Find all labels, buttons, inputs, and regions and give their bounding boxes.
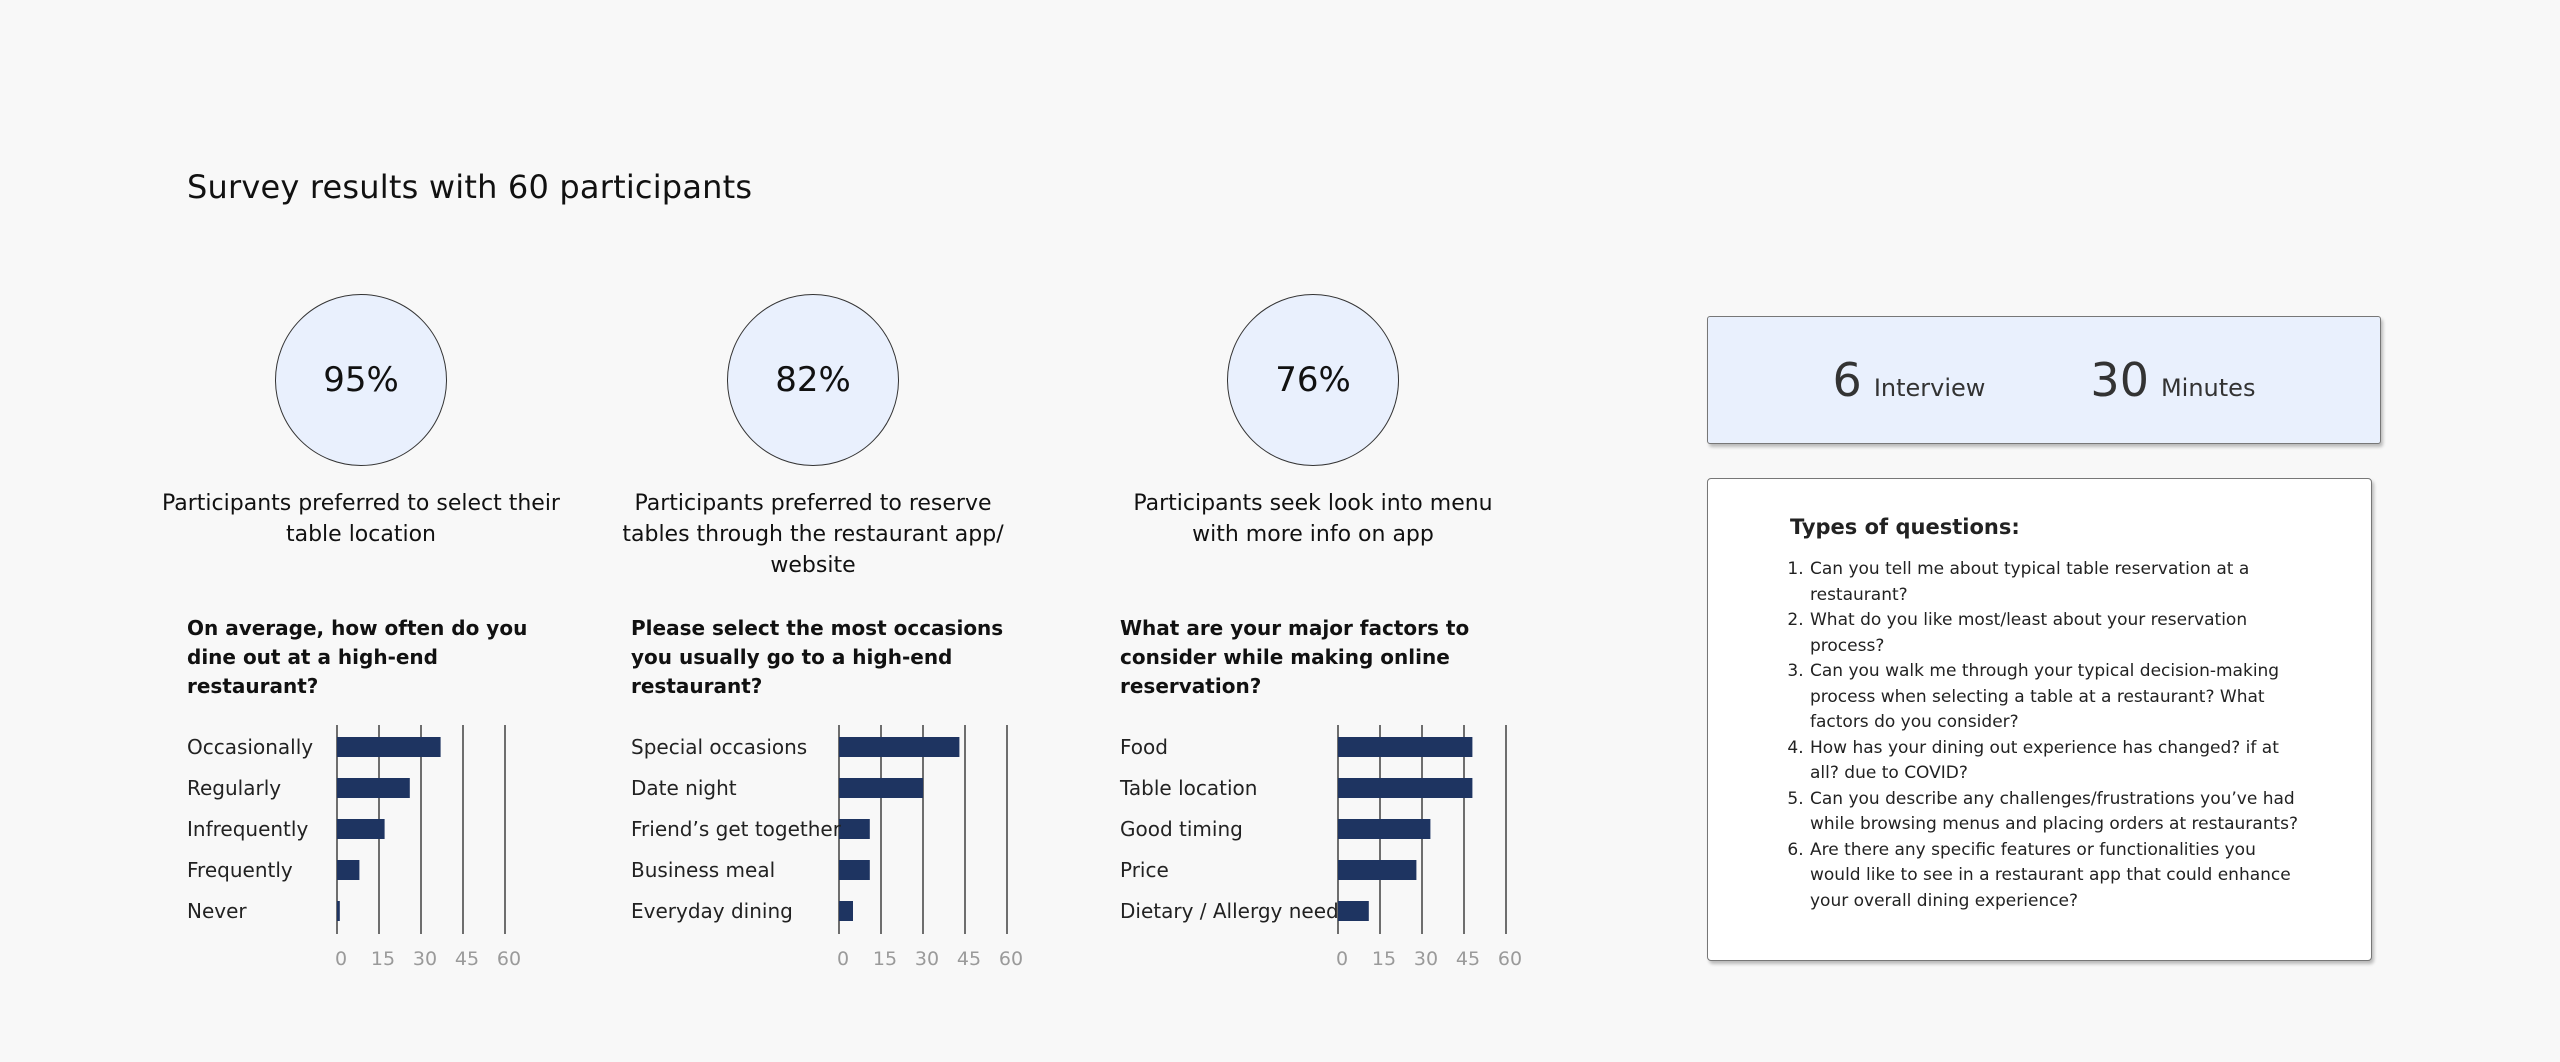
- interview-count: 6 Interview: [1833, 353, 1986, 407]
- question-item: Are there any specific features or funct…: [1809, 838, 2311, 915]
- bar: [839, 860, 870, 880]
- chart-2-question: Please select the most occasions you usu…: [631, 616, 1004, 698]
- interview-summary-box: 6 Interview 30 Minutes: [1707, 316, 2381, 444]
- stat-card-menu-info: 76% Participants seek look into menu wit…: [1113, 294, 1513, 550]
- category-label: Infrequently: [187, 817, 308, 841]
- minutes-count-label: Minutes: [2160, 374, 2256, 402]
- category-label: Frequently: [187, 858, 293, 882]
- tick-label: 45: [455, 948, 479, 970]
- bar: [839, 778, 923, 798]
- category-label: Price: [1120, 858, 1169, 882]
- minutes-count: 30 Minutes: [2090, 353, 2255, 407]
- bar: [337, 860, 360, 880]
- stat-caption: Participants preferred to select their t…: [162, 491, 560, 547]
- tick-label: 30: [1414, 948, 1438, 970]
- category-label: Business meal: [631, 858, 775, 882]
- chart-1-question: On average, how often do you dine out at…: [187, 616, 528, 698]
- bar: [1338, 860, 1417, 880]
- category-label: Good timing: [1120, 817, 1243, 841]
- bar: [337, 737, 441, 757]
- question-types-heading: Types of questions:: [1790, 515, 2020, 539]
- question-item: What do you like most/least about your r…: [1809, 608, 2311, 659]
- bar: [337, 901, 340, 921]
- bar: [1338, 737, 1473, 757]
- category-label: Friend’s get together: [631, 817, 842, 841]
- question-types-box: Types of questions: Can you tell me abou…: [1707, 478, 2372, 961]
- tick-label: 30: [915, 948, 939, 970]
- stat-card-reserve-app: 82% Participants preferred to reserve ta…: [613, 294, 1013, 581]
- question-list: Can you tell me about typical table rese…: [1790, 557, 2311, 914]
- tick-label: 45: [1456, 948, 1480, 970]
- bar: [839, 737, 960, 757]
- tick-label: 15: [1372, 948, 1396, 970]
- category-label: Table location: [1119, 776, 1257, 800]
- tick-label: 60: [1498, 948, 1522, 970]
- tick-label: 30: [413, 948, 437, 970]
- dine-out-frequency-chart: Occasionally Regularly Infrequently Frequen…: [187, 725, 521, 970]
- category-label: Dietary / Allergy need: [1120, 899, 1339, 923]
- stat-circle: 82%: [727, 294, 899, 466]
- bar: [839, 901, 853, 921]
- page-title: Survey results with 60 participants: [187, 168, 753, 206]
- tick-label: 15: [873, 948, 897, 970]
- bar: [1338, 901, 1369, 921]
- reservation-factors-chart: Food Table location Good timing Price Dietar…: [1119, 725, 1522, 970]
- tick-label: 60: [999, 948, 1023, 970]
- tick-label: 0: [1336, 948, 1348, 970]
- tick-label: 0: [335, 948, 347, 970]
- interview-count-label: Interview: [1873, 374, 1986, 402]
- bar: [337, 819, 385, 839]
- chart-3-question: What are your major factors to consider …: [1120, 616, 1470, 698]
- category-label: Date night: [631, 776, 737, 800]
- tick-label: 60: [497, 948, 521, 970]
- stat-circle: 76%: [1227, 294, 1399, 466]
- tick-label: 15: [371, 948, 395, 970]
- stat-caption: Participants seek look into menu with mo…: [1133, 491, 1493, 547]
- category-label: Occasionally: [187, 735, 313, 759]
- tick-label: 45: [957, 948, 981, 970]
- bar: [839, 819, 870, 839]
- stat-circle: 95%: [275, 294, 447, 466]
- question-item: Can you describe any challenges/frustrat…: [1809, 787, 2311, 838]
- category-label: Food: [1120, 735, 1168, 759]
- category-label: Regularly: [187, 776, 281, 800]
- bar: [1338, 819, 1431, 839]
- question-item: Can you walk me through your typical dec…: [1809, 659, 2311, 736]
- stat-caption: Participants preferred to reserve tables…: [622, 491, 1004, 578]
- bar: [1338, 778, 1473, 798]
- question-item: How has your dining out experience has c…: [1809, 736, 2311, 787]
- category-label: Special occasions: [631, 735, 807, 759]
- stat-card-table-location: 95% Participants preferred to select the…: [161, 294, 561, 550]
- occasions-chart: Special occasions Date night Friend’s get …: [631, 725, 1023, 970]
- category-label: Never: [187, 899, 247, 923]
- bar: [337, 778, 410, 798]
- question-item: Can you tell me about typical table rese…: [1809, 557, 2311, 608]
- minutes-count-number: 30: [2090, 353, 2149, 407]
- interview-count-number: 6: [1832, 353, 1862, 407]
- tick-label: 0: [837, 948, 849, 970]
- category-label: Everyday dining: [631, 899, 793, 923]
